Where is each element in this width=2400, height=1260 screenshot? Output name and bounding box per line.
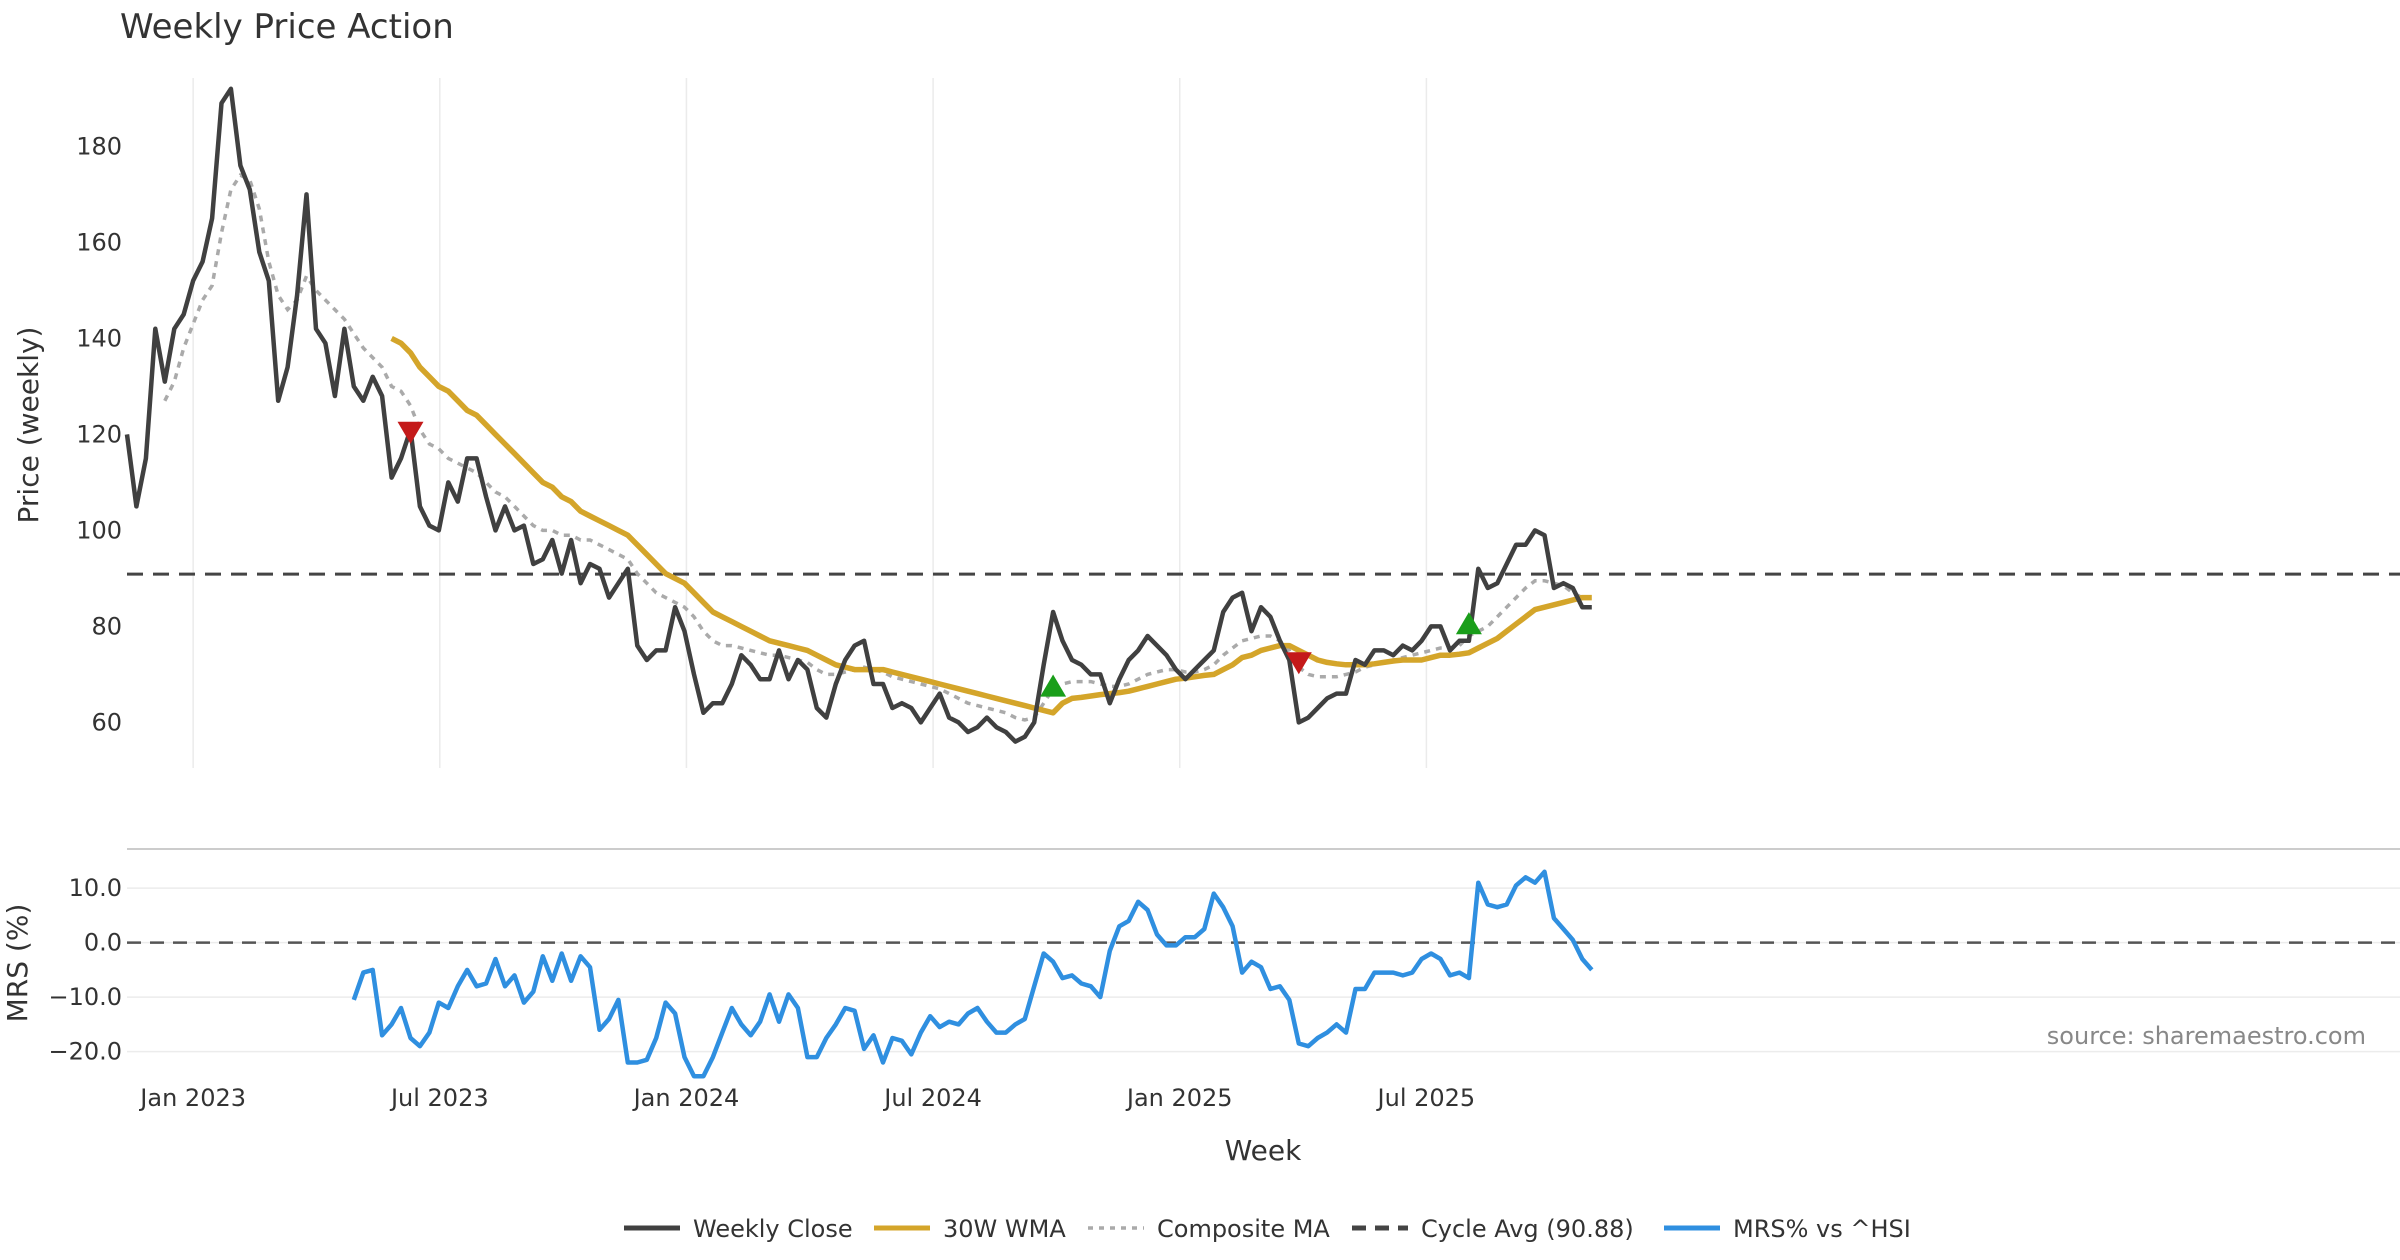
mrs-y-tick-label: 0.0 bbox=[84, 929, 122, 957]
source-label: source: sharemaestro.com bbox=[2047, 1022, 2366, 1050]
composite-ma-line bbox=[163, 172, 1584, 722]
price-panel: 60 80 100 120 140 160 180 Price (weekly) bbox=[12, 78, 2400, 768]
price-y-tick-label: 120 bbox=[76, 420, 122, 448]
x-tick-label: Jan 2025 bbox=[1125, 1084, 1233, 1112]
chart-title: Weekly Price Action bbox=[120, 7, 454, 47]
legend-label: 30W WMA bbox=[943, 1215, 1066, 1243]
sell-signal-marker bbox=[1285, 652, 1312, 675]
price-y-tick-label: 180 bbox=[76, 132, 122, 160]
legend-item: Weekly Close bbox=[624, 1215, 853, 1243]
signal-markers bbox=[397, 421, 1482, 697]
price-y-tick-label: 100 bbox=[76, 516, 122, 544]
legend-item: Cycle Avg (90.88) bbox=[1352, 1215, 1634, 1243]
price-y-axis-label: Price (weekly) bbox=[12, 327, 45, 524]
mrs-panel: 10.0 0.0 −10.0 −20.0 MRS (%) source: sharem… bbox=[1, 869, 2400, 1079]
mrs-y-tick-label: −10.0 bbox=[48, 983, 122, 1011]
legend-item: Composite MA bbox=[1088, 1215, 1330, 1243]
legend: Weekly Close 30W WMA Composite MA Cycle Avg… bbox=[624, 1215, 1911, 1243]
price-gridlines bbox=[192, 78, 1428, 768]
legend-label: Composite MA bbox=[1157, 1215, 1330, 1243]
price-y-tick-label: 160 bbox=[76, 228, 122, 256]
legend-item: 30W WMA bbox=[874, 1215, 1066, 1243]
x-tick-label: Jul 2024 bbox=[882, 1084, 982, 1112]
buy-signal-marker bbox=[1455, 612, 1482, 635]
sell-signal-marker bbox=[397, 421, 424, 444]
x-tick-label: Jul 2023 bbox=[389, 1084, 489, 1112]
x-axis-label: Week bbox=[1225, 1134, 1302, 1167]
mrs-y-axis-label: MRS (%) bbox=[1, 904, 34, 1023]
x-tick-label: Jul 2025 bbox=[1376, 1084, 1476, 1112]
x-tick-label: Jan 2023 bbox=[138, 1084, 246, 1112]
mrs-y-ticks: 10.0 0.0 −10.0 −20.0 bbox=[48, 874, 122, 1066]
legend-label: MRS% vs ^HSI bbox=[1733, 1215, 1911, 1243]
x-tick-label: Jan 2024 bbox=[632, 1084, 740, 1112]
legend-label: Weekly Close bbox=[693, 1215, 853, 1243]
wma-30w-line bbox=[390, 335, 1592, 716]
price-y-tick-label: 60 bbox=[91, 708, 122, 736]
weekly-close-line bbox=[124, 86, 1592, 744]
buy-signal-marker bbox=[1040, 674, 1067, 697]
legend-item: MRS% vs ^HSI bbox=[1664, 1215, 1911, 1243]
x-axis-ticks: Jan 2023 Jul 2023 Jan 2024 Jul 2024 Jan 2025… bbox=[138, 1084, 1475, 1112]
price-y-ticks: 60 80 100 120 140 160 180 bbox=[76, 132, 122, 736]
mrs-y-tick-label: −20.0 bbox=[48, 1038, 122, 1066]
price-y-tick-label: 140 bbox=[76, 324, 122, 352]
mrs-y-tick-label: 10.0 bbox=[69, 874, 122, 902]
legend-label: Cycle Avg (90.88) bbox=[1421, 1215, 1634, 1243]
price-y-tick-label: 80 bbox=[91, 612, 122, 640]
mrs-line bbox=[351, 869, 1594, 1079]
